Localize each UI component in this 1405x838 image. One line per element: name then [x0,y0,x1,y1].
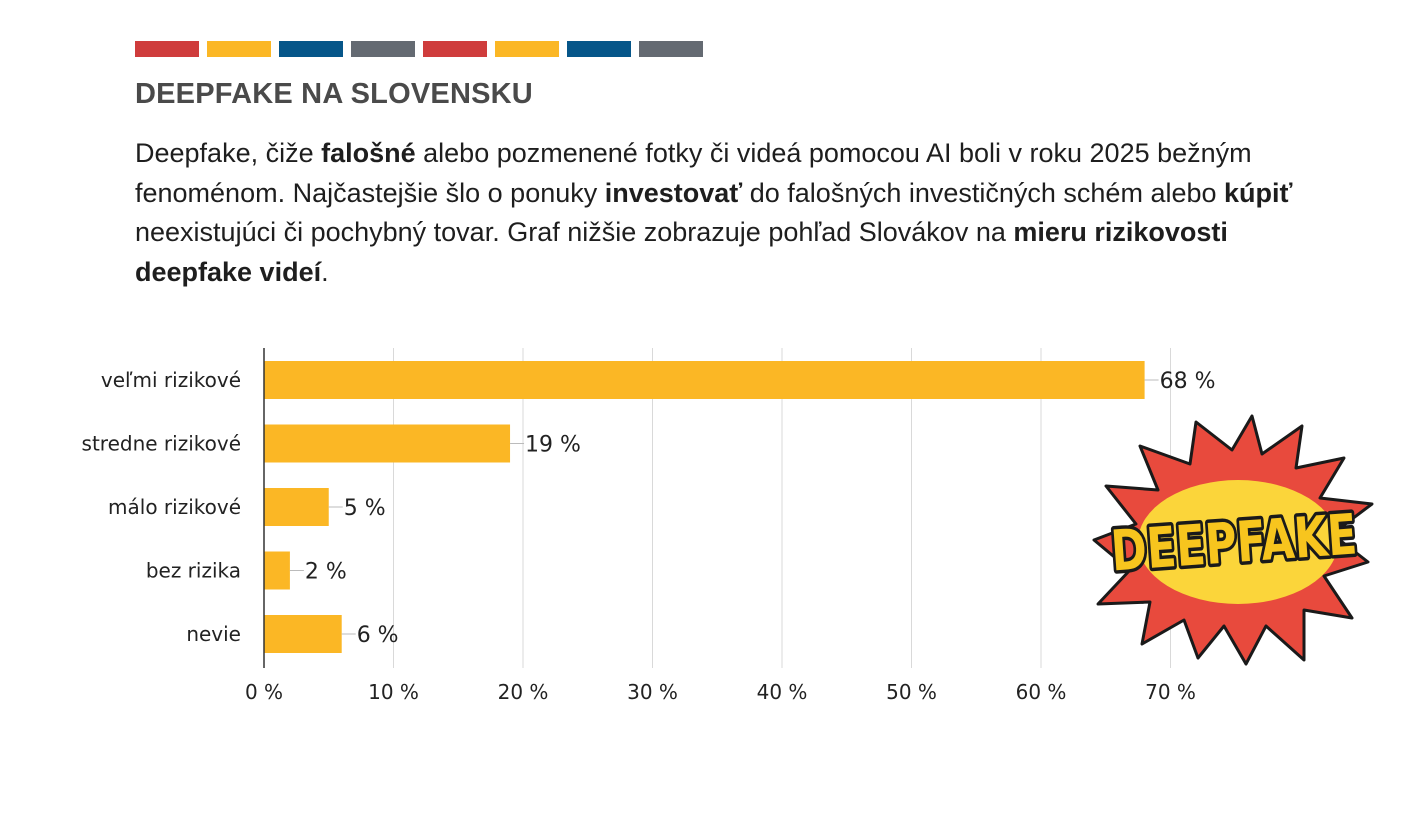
x-tick-label: 30 % [627,680,678,704]
bar [264,361,1145,399]
intro-text-5: . [321,256,329,287]
intro-text-4: neexistujúci či pochybný tovar. Graf niž… [135,217,1014,247]
bar [264,488,329,526]
category-label: stredne rizikové [82,432,241,456]
intro-text-2: alebo pozmenené fotky či videá pomocou A… [135,138,1252,208]
color-stripe-4 [351,41,415,57]
category-label: bez rizika [146,559,241,583]
bar [264,424,511,463]
page-title: DEEPFAKE NA SLOVENSKU [135,78,533,110]
color-stripe-bar [135,41,703,57]
intro-text-3: do falošných investičných schém alebo [742,177,1225,208]
color-stripe-1 [135,41,199,57]
intro-bold-kupit: kúpiť [1224,177,1293,208]
data-label: 19 % [525,433,581,458]
bar [264,551,290,590]
category-label: málo rizikové [108,495,241,519]
data-label: 6 % [357,623,399,648]
x-tick-label: 60 % [1016,680,1067,704]
data-label: 68 % [1160,369,1216,394]
color-stripe-8 [639,41,703,57]
category-label: veľmi rizikové [101,368,241,392]
x-tick-label: 50 % [886,680,937,704]
x-tick-label: 0 % [245,680,283,704]
intro-paragraph: Deepfake, čiže falošné alebo pozmenené f… [135,134,1295,292]
intro-bold-falosne: falošné [321,138,416,168]
x-tick-label: 20 % [498,680,549,704]
intro-bold-investovat: investovať [604,177,743,208]
color-stripe-2 [207,41,271,57]
data-label: 2 % [305,560,347,585]
data-label: 5 % [344,496,386,521]
deepfake-burst-badge: DEEPFAKE [1092,414,1374,666]
x-tick-label: 70 % [1145,680,1196,704]
color-stripe-6 [495,41,559,57]
category-label: nevie [186,622,241,646]
color-stripe-7 [567,41,631,57]
intro-bold-mieru: mieru rizikovosti deepfake videí [135,217,1228,287]
color-stripe-5 [423,41,487,57]
badge-word: DEEPFAKE [1109,503,1359,585]
x-tick-label: 10 % [368,680,419,704]
intro-text-1: Deepfake, čiže [135,138,322,168]
x-tick-label: 40 % [757,680,808,704]
bar [264,615,342,653]
color-stripe-3 [279,41,343,57]
yellow-oval [1138,480,1338,604]
